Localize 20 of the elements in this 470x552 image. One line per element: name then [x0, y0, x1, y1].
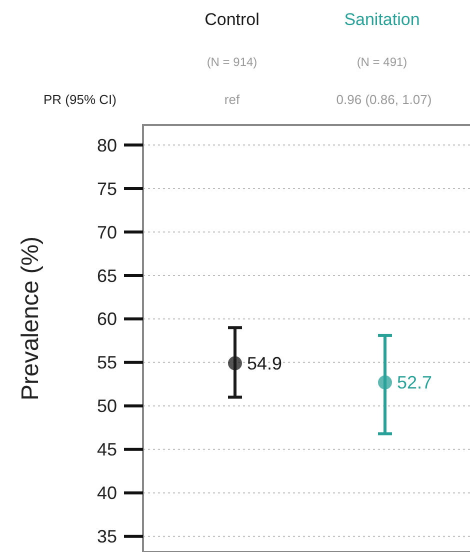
- text: ref: [224, 92, 240, 107]
- y-tick-label: 45: [96, 440, 117, 460]
- y-tick-label: 80: [96, 135, 117, 156]
- data-label: 52.7: [397, 372, 432, 393]
- text: (N = 491): [356, 55, 408, 69]
- y-tick-label: 35: [96, 526, 117, 547]
- text: (N = 914): [206, 55, 258, 69]
- text: PR (95% CI): [44, 92, 116, 107]
- x-tick-label: Control: [204, 10, 260, 29]
- y-tick-label: 70: [96, 222, 117, 242]
- x-tick-label: Sanitation: [344, 10, 420, 29]
- y-tick-label: 60: [96, 309, 117, 330]
- y-tick-label: 65: [96, 266, 117, 286]
- y-tick-label: 75: [96, 178, 117, 199]
- data-label: 54.9: [247, 354, 282, 374]
- y-tick-label: 50: [96, 396, 117, 416]
- y-tick-label: 40: [96, 483, 117, 504]
- text: 0.96 (0.86, 1.07): [336, 92, 432, 107]
- y-axis-title: Prevalence (%): [17, 236, 44, 401]
- y-tick-label: 55: [96, 352, 117, 373]
